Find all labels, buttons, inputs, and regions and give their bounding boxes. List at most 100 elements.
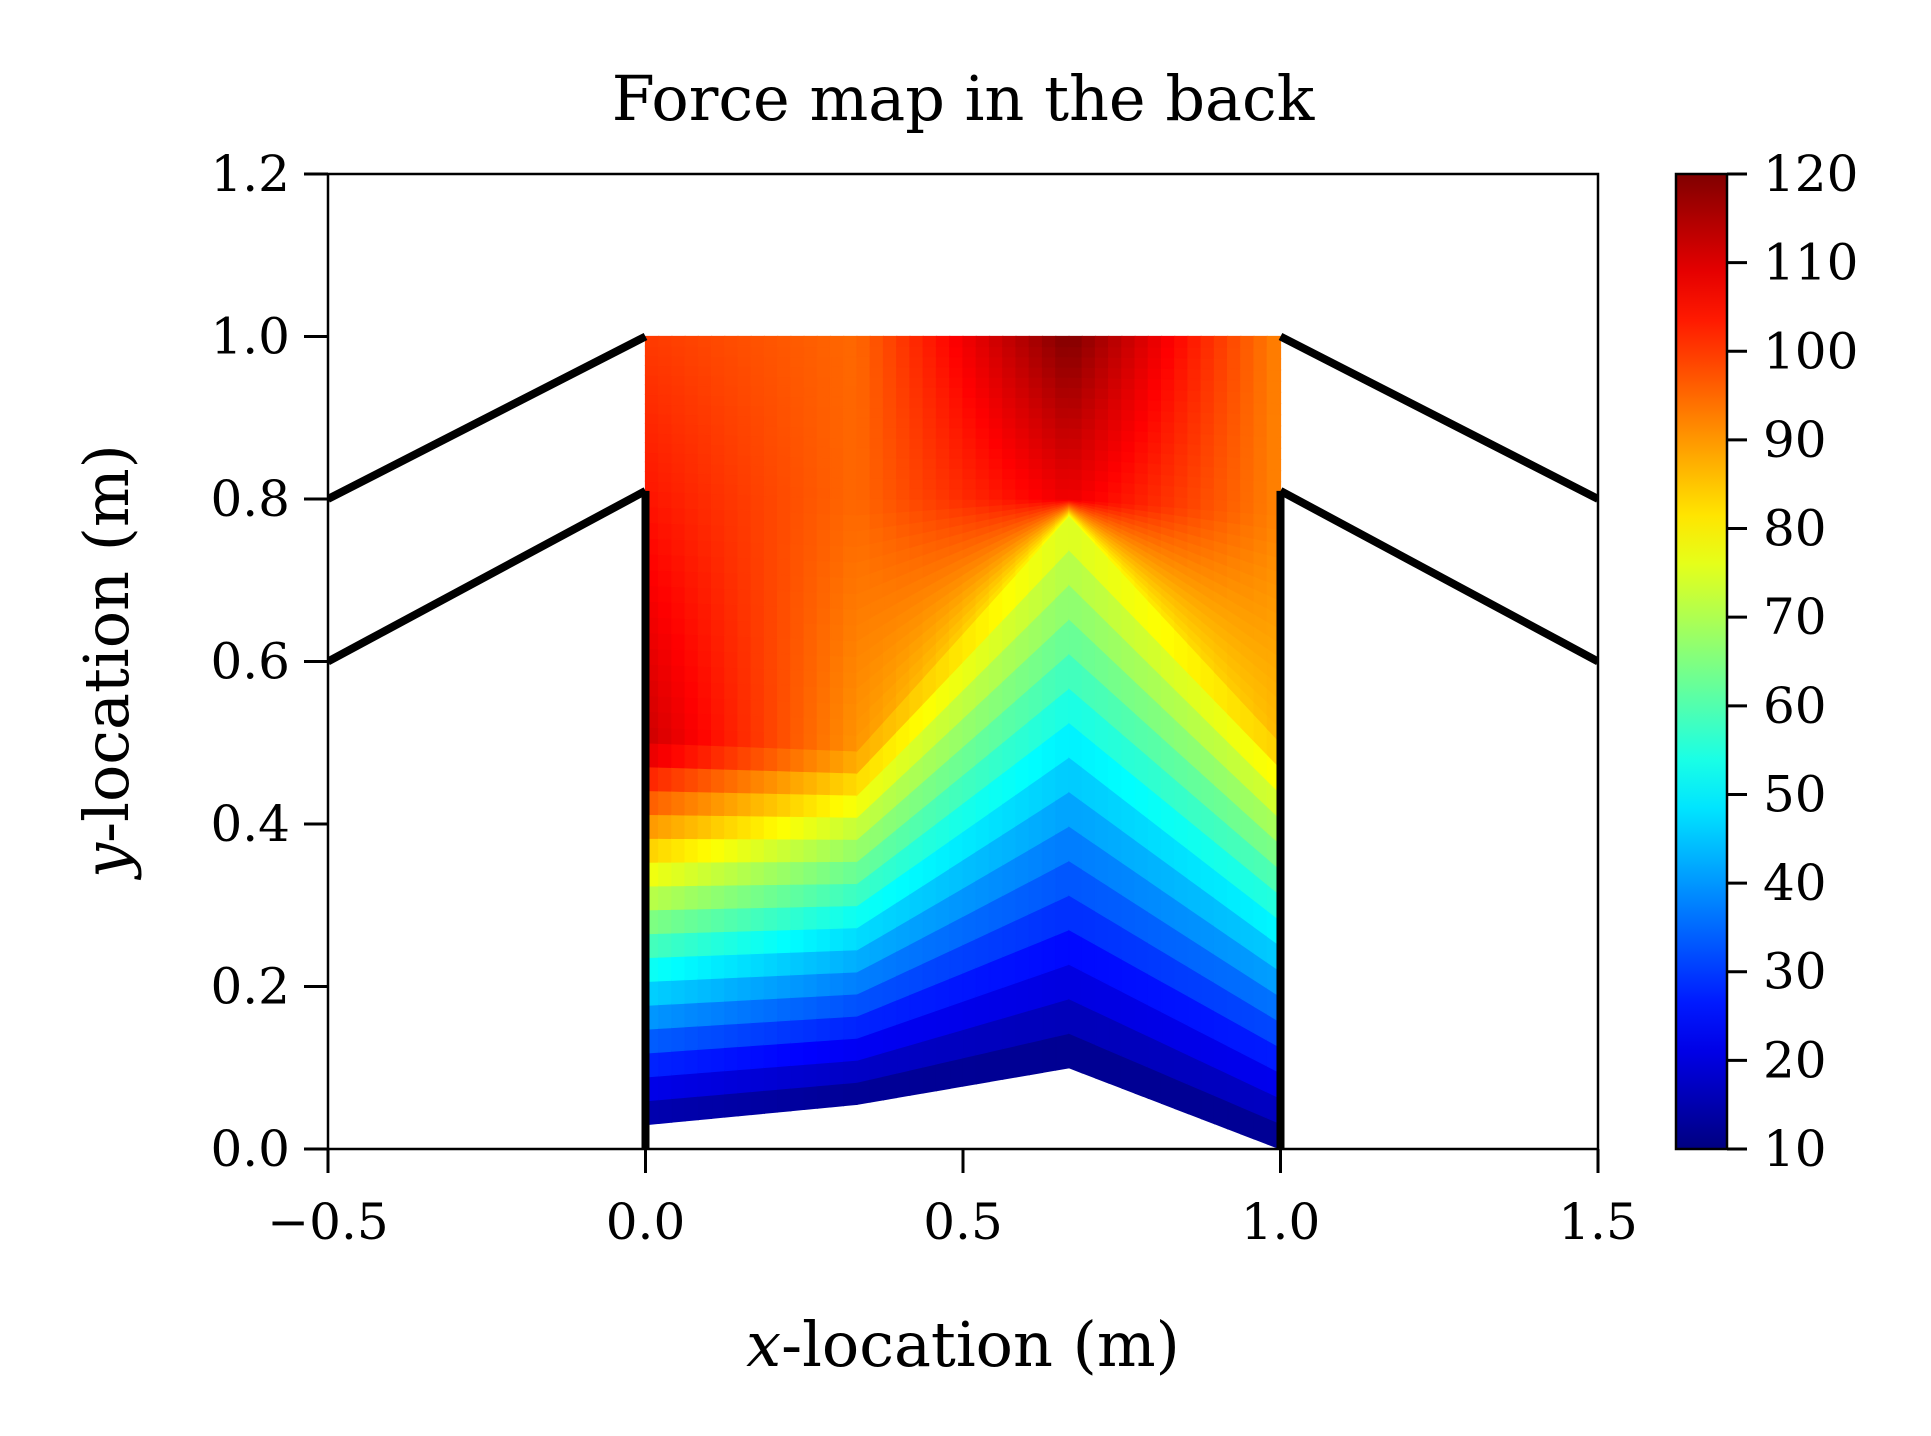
field-cell	[935, 376, 951, 388]
field-cell	[697, 1047, 713, 1074]
field-cell	[671, 462, 686, 474]
field-cell	[856, 478, 871, 490]
field-cell	[829, 446, 845, 459]
field-cell	[1147, 346, 1163, 359]
field-cell	[737, 682, 752, 701]
field-cell	[1253, 479, 1268, 493]
field-cell	[843, 749, 858, 774]
field-cell	[816, 607, 832, 625]
field-cell	[1174, 442, 1189, 456]
field-cell	[1094, 448, 1110, 462]
field-cell	[935, 427, 951, 439]
field-cell	[922, 386, 938, 399]
field-cell	[724, 814, 739, 840]
field-cell	[1002, 437, 1017, 449]
field-cell	[1041, 1035, 1057, 1074]
field-cell	[949, 447, 964, 459]
field-cell	[737, 635, 752, 653]
field-cell	[1041, 967, 1057, 1008]
field-cell	[710, 713, 726, 731]
field-cell	[935, 447, 951, 459]
field-cell	[1121, 419, 1136, 432]
field-cell	[816, 496, 832, 515]
field-cell	[777, 445, 792, 458]
field-cell	[790, 375, 805, 388]
field-cell	[843, 545, 858, 563]
field-cell	[724, 483, 739, 496]
field-cell	[790, 485, 805, 498]
field-cell	[658, 481, 673, 493]
field-cell	[949, 406, 964, 419]
field-cell	[763, 699, 779, 717]
field-cell	[1015, 488, 1030, 500]
field-cell	[975, 376, 991, 388]
field-cell	[816, 406, 832, 418]
field-cell	[1041, 447, 1057, 459]
field-cell	[1213, 455, 1229, 469]
field-cell	[988, 335, 1004, 348]
field-cell	[896, 406, 911, 419]
field-cell	[935, 335, 951, 348]
field-cell	[671, 814, 686, 840]
field-cell	[763, 589, 779, 607]
field-cell	[816, 701, 832, 720]
field-cell	[869, 1051, 885, 1080]
field-cell	[1200, 422, 1216, 435]
field-cell	[1108, 335, 1123, 348]
field-cell	[843, 487, 858, 500]
field-cell	[671, 743, 686, 769]
field-cell	[697, 1094, 713, 1121]
field-cell	[909, 427, 924, 439]
field-cell	[1041, 488, 1057, 500]
field-cell	[1041, 427, 1057, 439]
field-cell	[962, 437, 977, 449]
field-cell	[750, 746, 766, 771]
field-cell	[1015, 498, 1030, 505]
field-cell	[724, 493, 739, 511]
field-cell	[829, 456, 845, 469]
field-cell	[1121, 460, 1136, 474]
field-cell	[777, 455, 792, 468]
field-cell	[949, 437, 964, 449]
field-cell	[737, 424, 752, 437]
field-cell	[1147, 441, 1163, 454]
field-cell	[816, 994, 832, 1020]
field-cell	[896, 417, 911, 429]
field-cell	[869, 346, 885, 358]
field-cell	[750, 395, 766, 407]
field-cell	[790, 475, 805, 488]
field-cell	[777, 475, 792, 488]
field-cell	[869, 467, 885, 480]
field-cell	[975, 447, 991, 459]
field-cell	[1240, 390, 1255, 404]
field-cell	[803, 793, 818, 818]
field-cell	[843, 882, 858, 907]
field-cell	[1041, 366, 1057, 378]
field-cell	[763, 769, 779, 794]
field-cell	[1121, 367, 1136, 380]
field-cell	[975, 1050, 991, 1085]
field-cell	[1121, 439, 1136, 453]
field-cell	[1240, 445, 1255, 459]
field-cell	[1094, 346, 1110, 358]
field-cell	[909, 376, 924, 388]
field-cell	[737, 444, 752, 456]
field-cell	[710, 791, 726, 817]
field-cell	[949, 356, 964, 368]
field-cell	[909, 1040, 924, 1071]
field-cell	[737, 619, 752, 638]
field-cell	[1041, 386, 1057, 399]
field-cell	[909, 366, 924, 378]
field-cell	[869, 427, 885, 439]
field-cell	[829, 436, 845, 449]
field-cell	[671, 413, 686, 425]
field-cell	[777, 415, 792, 428]
field-cell	[737, 1044, 752, 1071]
field-cell	[843, 513, 858, 532]
field-cell	[684, 384, 699, 396]
field-cell	[737, 838, 752, 863]
field-cell	[710, 384, 726, 397]
field-cell	[684, 664, 699, 683]
field-cell	[1121, 429, 1136, 442]
field-cell	[790, 415, 805, 428]
